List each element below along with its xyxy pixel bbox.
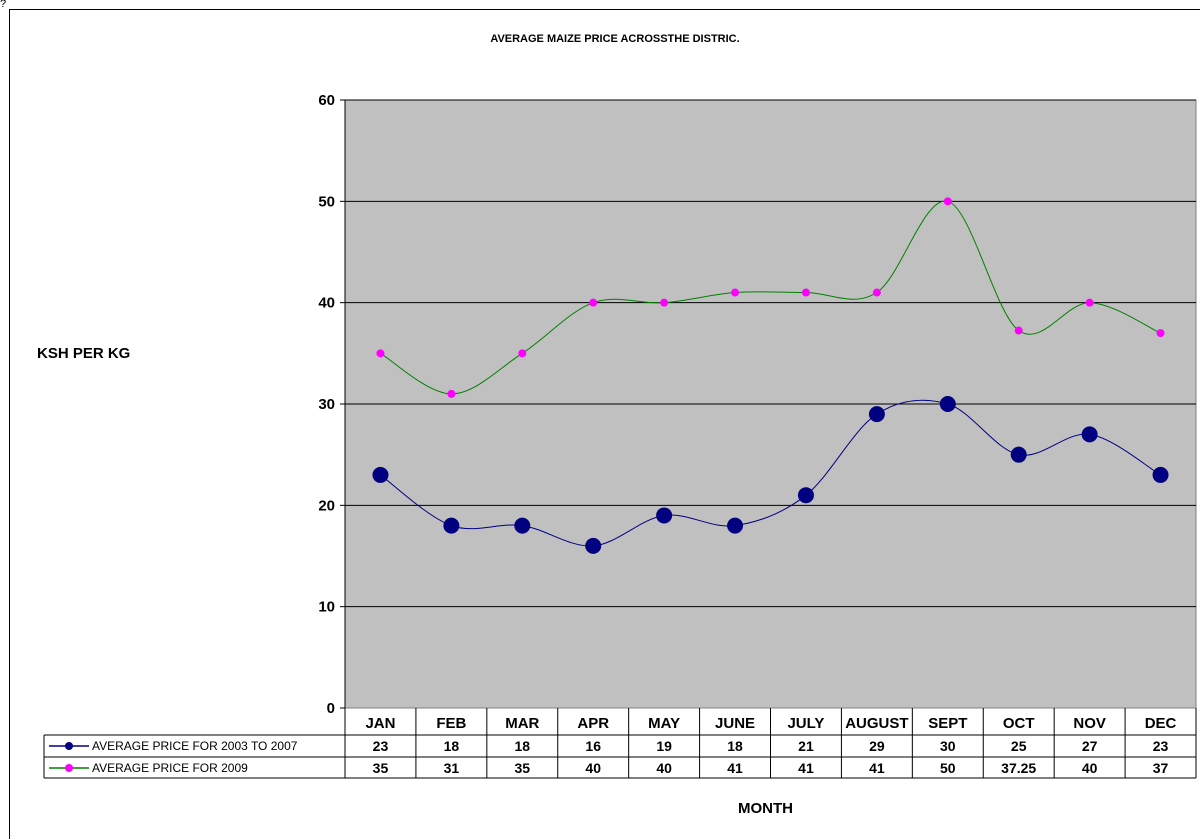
data-label: 23 — [373, 738, 389, 754]
series-point-2 — [731, 288, 740, 297]
x-tick-label: APR — [577, 715, 609, 732]
x-tick-label: JUNE — [715, 715, 755, 732]
series-point-1 — [1152, 466, 1169, 483]
data-label: 29 — [869, 738, 885, 754]
y-axis-title: KSH PER KG — [37, 345, 131, 362]
x-tick-label: DEC — [1145, 715, 1177, 732]
series-lines — [372, 197, 1169, 554]
data-label: 50 — [940, 760, 956, 776]
series-point-1 — [372, 466, 389, 483]
y-tick-label: 40 — [318, 295, 335, 312]
data-label: 21 — [798, 738, 814, 754]
series-point-1 — [797, 487, 814, 504]
series-line-2 — [380, 200, 1161, 395]
legend-label-1: AVERAGE PRICE FOR 2003 TO 2007 — [92, 739, 298, 753]
data-label: 23 — [1153, 738, 1169, 754]
data-label: 41 — [869, 760, 885, 776]
x-tick-label: JULY — [787, 715, 824, 732]
data-label: 37 — [1153, 760, 1169, 776]
data-label: 35 — [515, 760, 531, 776]
series-point-2 — [872, 288, 881, 297]
data-label: 41 — [798, 760, 814, 776]
x-tick-label: MAY — [648, 715, 680, 732]
data-label: 40 — [1082, 760, 1098, 776]
series-point-1 — [656, 507, 673, 524]
series-point-1 — [868, 406, 885, 423]
data-label: 30 — [940, 738, 956, 754]
x-tick-label: AUGUST — [845, 715, 908, 732]
gridlines — [345, 99, 1196, 608]
chart-title: AVERAGE MAIZE PRICE ACROSSTHE DISTRIC. — [490, 33, 740, 45]
series-point-1 — [443, 517, 460, 534]
data-label: 40 — [656, 760, 672, 776]
series-point-1 — [514, 517, 531, 534]
series-point-1 — [727, 517, 744, 534]
x-tick-label: JAN — [365, 715, 395, 732]
series-point-2 — [943, 197, 952, 206]
data-label: 37.25 — [1001, 760, 1036, 776]
y-axis-ticks: 0 10 20 30 40 50 60 — [318, 92, 346, 717]
series-point-2 — [801, 288, 810, 297]
line-chart: 0 10 20 30 40 50 60 JAN FEB MAR APR MAY JUNE JULY AUG… — [43, 92, 1197, 779]
series-point-2 — [589, 298, 598, 307]
legend-marker-2 — [65, 764, 73, 772]
x-axis-title: MONTH — [738, 800, 793, 817]
chart-frame — [9, 9, 1200, 839]
series-point-1 — [1081, 426, 1098, 443]
y-tick-label: 20 — [318, 497, 335, 514]
data-label: 18 — [727, 738, 743, 754]
series-point-2 — [660, 298, 669, 307]
data-label: 19 — [656, 738, 672, 754]
y-tick-label: 60 — [318, 92, 335, 109]
data-label: 18 — [444, 738, 460, 754]
x-tick-label: MAR — [505, 715, 539, 732]
data-label: 31 — [444, 760, 460, 776]
y-tick-label: 0 — [327, 700, 335, 717]
y-tick-label: 30 — [318, 396, 335, 413]
series-point-2 — [1014, 326, 1023, 335]
data-label: 40 — [585, 760, 601, 776]
series-point-2 — [447, 389, 456, 398]
x-tick-label: OCT — [1003, 715, 1035, 732]
legend-label-2: AVERAGE PRICE FOR 2009 — [92, 761, 248, 775]
series-point-2 — [376, 349, 385, 358]
x-tick-label: FEB — [436, 715, 466, 732]
series-point-1 — [585, 537, 602, 554]
x-tick-label: SEPT — [928, 715, 967, 732]
series-point-2 — [518, 349, 527, 358]
series-point-2 — [1156, 329, 1165, 338]
corner-mark: ? — [0, 0, 7, 8]
y-tick-label: 50 — [318, 193, 335, 210]
series-point-1 — [1010, 446, 1027, 463]
data-label: 16 — [585, 738, 601, 754]
data-table: JAN FEB MAR APR MAY JUNE JULY AUGUST SEPT OCT NOV D… — [43, 708, 1197, 779]
legend-marker-1 — [65, 742, 73, 750]
y-tick-label: 10 — [318, 599, 335, 616]
data-label: 25 — [1011, 738, 1027, 754]
data-label: 41 — [727, 760, 743, 776]
data-label: 27 — [1082, 738, 1098, 754]
series-point-2 — [1085, 298, 1094, 307]
data-label: 35 — [373, 760, 389, 776]
data-label: 18 — [515, 738, 531, 754]
x-tick-label: NOV — [1073, 715, 1106, 732]
series-point-1 — [939, 396, 956, 412]
